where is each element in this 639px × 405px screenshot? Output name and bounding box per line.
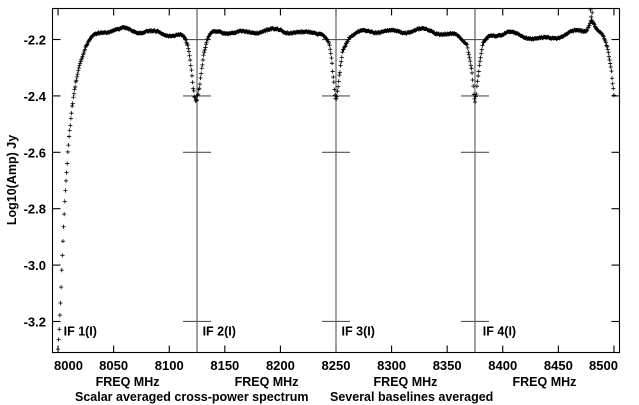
x-axis-title-panel-4: FREQ MHz [513,375,577,389]
x-axis-title-panel-1: FREQ MHz [96,375,160,389]
y-tick-label--3.2: -3.2 [24,314,46,329]
x-tick-label-8300: 8300 [377,358,406,373]
x-axis-title-panel-2: FREQ MHz [235,375,299,389]
x-tick-label-8400: 8400 [488,358,517,373]
x-tick-label-8450: 8450 [544,358,573,373]
x-axis-tick-labels: 8000 8050 8100 8150 8200 8250 8300 8350 8400 8450… [54,358,618,373]
caption-right: Several baselines averaged [330,390,493,404]
band-separators [183,8,489,353]
if-band-labels: IF 1(I) IF 2(I) IF 3(I) IF 4(I) [64,325,516,339]
x-tick-label-8250: 8250 [322,358,351,373]
x-tick-label-8050: 8050 [99,358,128,373]
y-axis-tick-labels: -2.2 -2.4 -2.6 -2.8 -3.0 -3.2 [24,33,47,330]
caption-left: Scalar averaged cross-power spectrum [75,390,308,404]
data-series-markers [55,7,616,352]
x-tick-label-8500: 8500 [589,358,618,373]
y-tick-label--2.6: -2.6 [24,145,46,160]
x-tick-label-8100: 8100 [155,358,184,373]
x-tick-label-8200: 8200 [266,358,295,373]
if-band-label-1: IF 1(I) [64,325,97,339]
if-band-label-2: IF 2(I) [203,325,236,339]
if-band-label-3: IF 3(I) [342,325,375,339]
y-axis-ticks [52,38,620,323]
x-tick-label-8350: 8350 [433,358,462,373]
x-tick-label-8150: 8150 [210,358,239,373]
y-axis-title: Log10(Amp) Jy [5,135,19,225]
x-axis-title-panel-3: FREQ MHz [374,375,438,389]
if-band-label-4: IF 4(I) [483,325,516,339]
y-tick-label--2.4: -2.4 [24,89,47,104]
y-tick-label--2.8: -2.8 [24,202,46,217]
x-axis-titles: FREQ MHz FREQ MHz FREQ MHz FREQ MHz [96,375,577,389]
y-tick-label--3.0: -3.0 [24,258,46,273]
y-tick-label--2.2: -2.2 [24,33,46,48]
data-marker-verticals [57,7,615,352]
x-tick-label-8000: 8000 [54,358,83,373]
